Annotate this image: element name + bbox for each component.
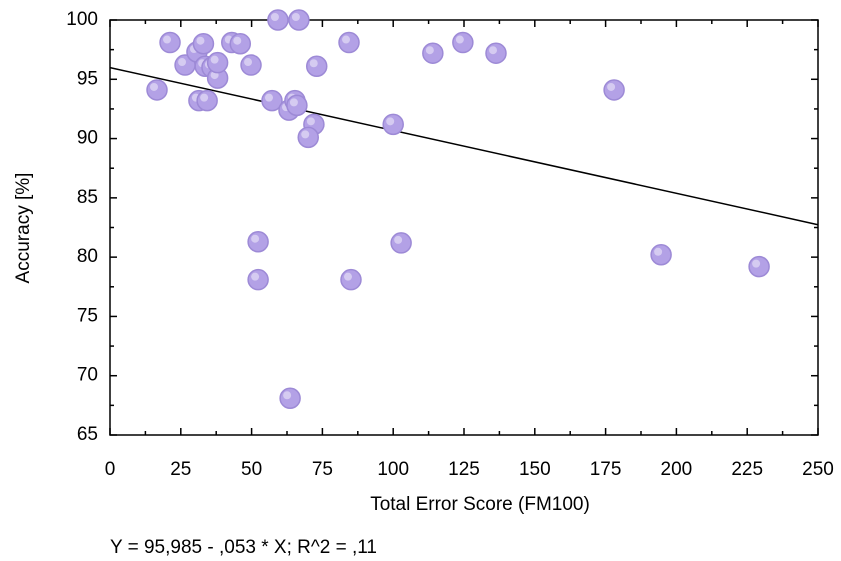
point (247, 268, 269, 291)
point (159, 31, 181, 54)
point (247, 230, 269, 253)
point-highlight (654, 247, 663, 256)
point (305, 55, 328, 77)
x-tick-label: 225 (731, 459, 763, 480)
y-tick-label: 85 (77, 187, 98, 208)
point (192, 32, 215, 55)
point-highlight (196, 36, 205, 45)
point-highlight (210, 55, 219, 64)
point (146, 79, 168, 101)
point (485, 42, 507, 64)
point-highlight (178, 58, 187, 67)
point-highlight (455, 35, 464, 44)
point (229, 32, 252, 55)
y-tick-label: 95 (77, 68, 98, 89)
point (288, 9, 310, 31)
y-tick-label: 90 (77, 128, 98, 149)
point-highlight (200, 93, 209, 102)
point (650, 244, 672, 266)
x-tick-label: 250 (802, 459, 834, 480)
point-highlight (251, 234, 260, 243)
x-tick-label: 25 (170, 459, 191, 480)
point (748, 255, 770, 278)
point-highlight (306, 117, 315, 126)
point (452, 31, 474, 54)
point-highlight (607, 82, 616, 91)
point-highlight (244, 58, 253, 67)
x-tick-label: 0 (105, 459, 116, 480)
point-highlight (425, 46, 434, 55)
x-tick-label: 150 (519, 459, 551, 480)
y-axis-title: Accuracy [%] (13, 173, 34, 284)
point-highlight (264, 93, 273, 102)
x-tick-label: 125 (448, 459, 480, 480)
y-tick-label: 70 (77, 365, 98, 386)
y-tick-label: 100 (66, 9, 98, 30)
point-highlight (342, 35, 351, 44)
point-highlight (752, 259, 761, 268)
point-highlight (309, 59, 318, 68)
regression-line (109, 66, 819, 226)
point-highlight (386, 117, 395, 126)
y-tick-label: 75 (77, 305, 98, 326)
point-highlight (301, 130, 310, 139)
point (279, 387, 301, 409)
point-highlight (489, 46, 498, 55)
regression-equation: Y = 95,985 - ,053 * X; R^2 = ,11 (110, 537, 377, 558)
point-highlight (291, 13, 300, 21)
point (338, 31, 360, 54)
point (382, 113, 404, 136)
x-tick-label: 200 (661, 459, 693, 480)
x-axis-title: Total Error Score (FM100) (370, 494, 590, 515)
point (206, 51, 229, 74)
x-tick-label: 50 (241, 459, 262, 480)
point (267, 9, 289, 31)
point (196, 89, 218, 112)
point (603, 79, 625, 101)
x-tick-label: 75 (312, 459, 333, 480)
y-tick-label: 65 (77, 424, 98, 445)
x-tick-label: 100 (377, 459, 409, 480)
point-highlight (150, 82, 159, 91)
point-highlight (394, 235, 403, 244)
point-highlight (163, 35, 172, 44)
point (261, 89, 283, 112)
x-tick-label: 175 (590, 459, 622, 480)
point-highlight (283, 391, 292, 400)
point-highlight (289, 98, 298, 107)
point (286, 94, 308, 117)
point (240, 54, 262, 76)
point (422, 42, 444, 64)
point-highlight (251, 272, 260, 281)
point (297, 126, 319, 149)
point-highlight (233, 36, 242, 45)
point-highlight (344, 272, 353, 281)
point-highlight (270, 13, 279, 21)
y-tick-label: 80 (77, 246, 98, 267)
point (340, 268, 362, 291)
point (390, 232, 412, 254)
